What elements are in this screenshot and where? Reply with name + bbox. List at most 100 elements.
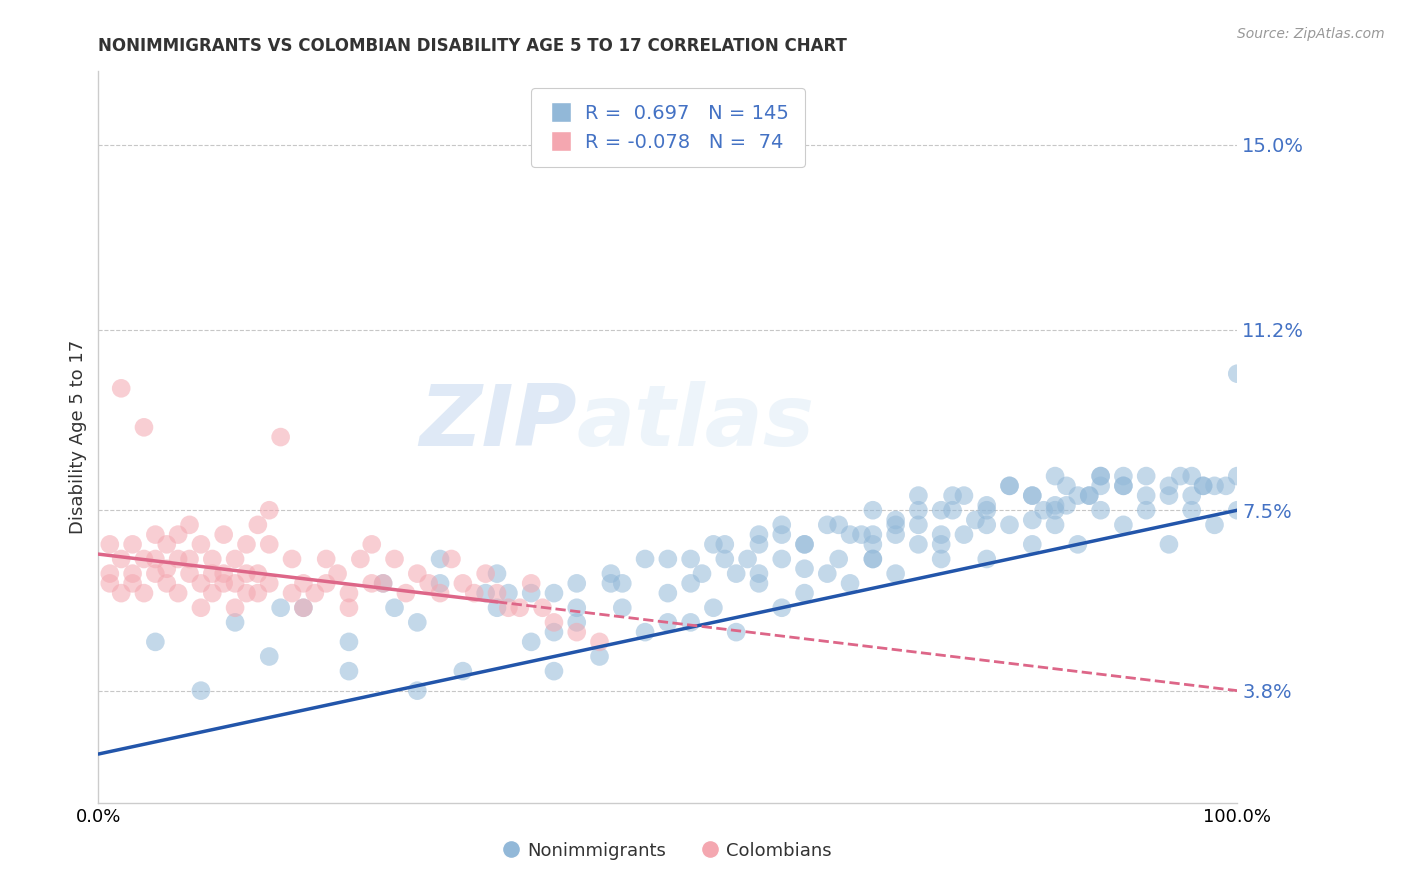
Point <box>371 576 394 591</box>
Point <box>634 552 657 566</box>
Point <box>201 566 224 581</box>
Point <box>543 586 565 600</box>
Point <box>1067 489 1090 503</box>
Point <box>371 576 394 591</box>
Point <box>965 513 987 527</box>
Point <box>1043 469 1066 483</box>
Point <box>451 576 474 591</box>
Point <box>121 576 143 591</box>
Point <box>520 576 543 591</box>
Point <box>998 479 1021 493</box>
Point <box>167 527 190 541</box>
Point <box>1021 489 1043 503</box>
Point <box>725 566 748 581</box>
Point <box>1215 479 1237 493</box>
Point <box>862 537 884 551</box>
Point <box>235 586 257 600</box>
Point <box>212 527 235 541</box>
Point <box>1226 503 1249 517</box>
Point <box>292 600 315 615</box>
Y-axis label: Disability Age 5 to 17: Disability Age 5 to 17 <box>69 340 87 534</box>
Point <box>224 576 246 591</box>
Point <box>304 586 326 600</box>
Point <box>145 566 167 581</box>
Point <box>907 489 929 503</box>
Point <box>907 517 929 532</box>
Point <box>224 615 246 630</box>
Point <box>702 537 724 551</box>
Point <box>315 576 337 591</box>
Point <box>600 566 623 581</box>
Point <box>520 586 543 600</box>
Point <box>98 576 121 591</box>
Point <box>953 489 976 503</box>
Point <box>862 552 884 566</box>
Point <box>167 552 190 566</box>
Point <box>884 517 907 532</box>
Point <box>588 649 610 664</box>
Point <box>474 586 496 600</box>
Point <box>737 552 759 566</box>
Point <box>281 552 304 566</box>
Point <box>1021 489 1043 503</box>
Point <box>839 527 862 541</box>
Point <box>976 503 998 517</box>
Point <box>976 499 998 513</box>
Point <box>98 537 121 551</box>
Point <box>292 600 315 615</box>
Point <box>1192 479 1215 493</box>
Point <box>145 635 167 649</box>
Point <box>167 586 190 600</box>
Point <box>884 566 907 581</box>
Point <box>337 600 360 615</box>
Point <box>429 552 451 566</box>
Point <box>862 527 884 541</box>
Point <box>259 503 281 517</box>
Point <box>224 552 246 566</box>
Text: NONIMMIGRANTS VS COLOMBIAN DISABILITY AGE 5 TO 17 CORRELATION CHART: NONIMMIGRANTS VS COLOMBIAN DISABILITY AG… <box>98 37 848 54</box>
Point <box>337 586 360 600</box>
Point <box>565 625 588 640</box>
Point <box>1226 367 1249 381</box>
Point <box>1090 479 1112 493</box>
Point <box>612 600 634 615</box>
Point <box>929 527 952 541</box>
Point <box>132 586 155 600</box>
Point <box>259 649 281 664</box>
Point <box>292 576 315 591</box>
Point <box>1204 517 1226 532</box>
Point <box>1157 479 1180 493</box>
Point <box>748 537 770 551</box>
Point <box>360 576 382 591</box>
Point <box>145 527 167 541</box>
Point <box>349 552 371 566</box>
Point <box>179 566 201 581</box>
Point <box>998 517 1021 532</box>
Point <box>1112 479 1135 493</box>
Point <box>145 552 167 566</box>
Point <box>942 489 965 503</box>
Point <box>815 517 838 532</box>
Point <box>270 430 292 444</box>
Point <box>337 664 360 678</box>
Point <box>862 503 884 517</box>
Point <box>406 683 429 698</box>
Point <box>1054 479 1078 493</box>
Point <box>976 517 998 532</box>
Point <box>1157 537 1180 551</box>
Point <box>259 537 281 551</box>
Point <box>929 503 952 517</box>
Point <box>929 552 952 566</box>
Point <box>748 576 770 591</box>
Point <box>520 635 543 649</box>
Point <box>440 552 463 566</box>
Point <box>634 625 657 640</box>
Point <box>770 600 793 615</box>
Point <box>429 576 451 591</box>
Point <box>714 537 737 551</box>
Point <box>793 537 815 551</box>
Point <box>201 552 224 566</box>
Point <box>679 576 702 591</box>
Point <box>1078 489 1101 503</box>
Point <box>384 600 406 615</box>
